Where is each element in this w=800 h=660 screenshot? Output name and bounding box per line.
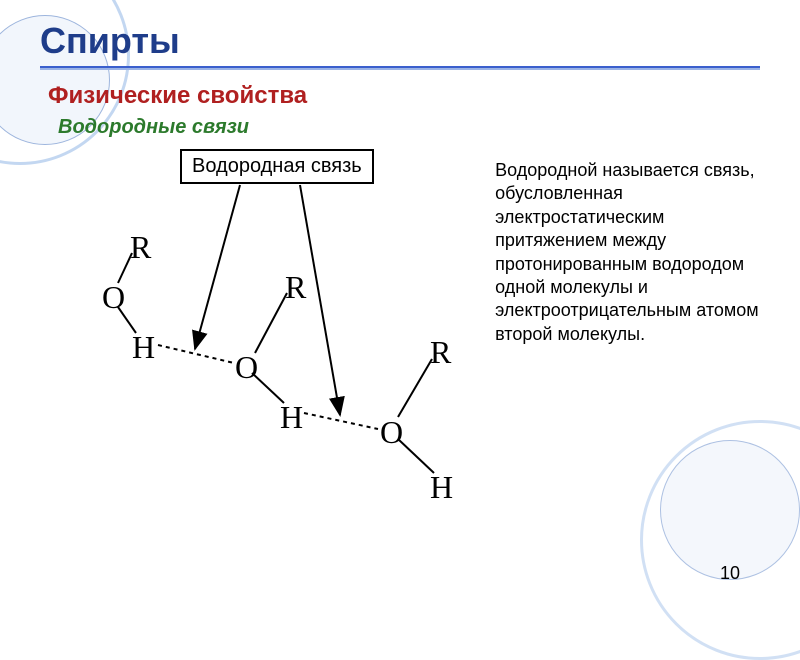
atom-label: H — [132, 329, 155, 366]
subtitle-2: Водородные связи — [58, 116, 760, 139]
subtitle: Физические свойства — [48, 82, 760, 110]
atom-label: O — [235, 349, 258, 386]
page-number: 10 — [720, 563, 740, 584]
atom-label: H — [430, 469, 453, 506]
definition-text: Водородной называется связь, обусловленн… — [495, 159, 760, 346]
atom-label: R — [285, 269, 306, 306]
title-underline — [40, 66, 760, 70]
atom-label: R — [430, 334, 451, 371]
diagram: Водородная связь ROHROHROH — [40, 149, 475, 509]
atom-label: R — [130, 229, 151, 266]
atom-label: O — [102, 279, 125, 316]
page-title: Спирты — [40, 20, 760, 62]
atom-label: H — [280, 399, 303, 436]
atom-label: O — [380, 414, 403, 451]
diagram-svg — [40, 149, 500, 509]
